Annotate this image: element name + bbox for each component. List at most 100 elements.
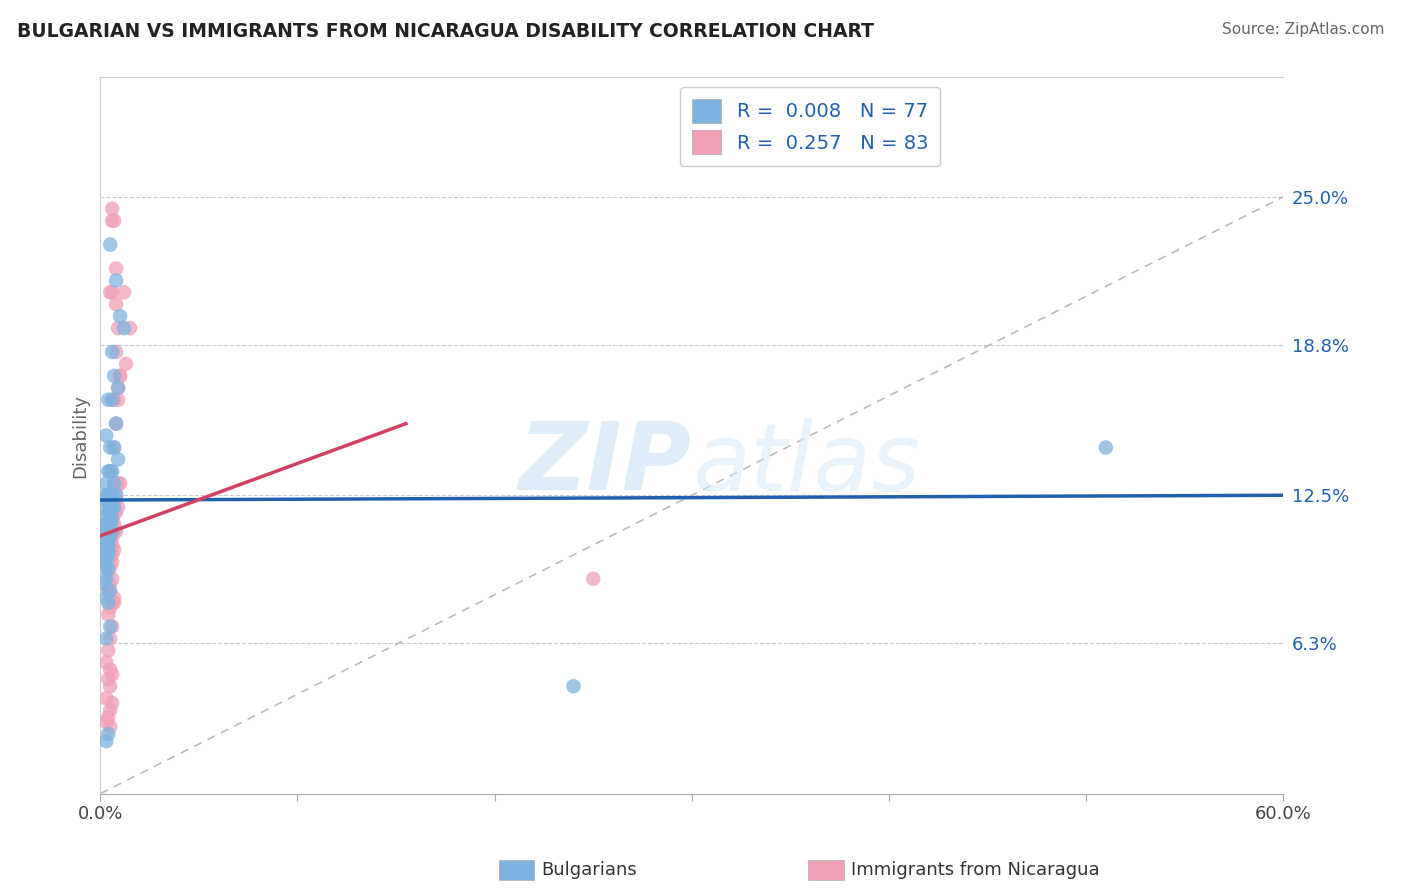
Point xyxy=(105,261,128,276)
Point xyxy=(97,533,120,548)
Point xyxy=(582,572,605,586)
Point xyxy=(103,441,125,455)
Point xyxy=(98,703,121,717)
Point xyxy=(101,202,124,216)
Point xyxy=(96,533,118,548)
Point xyxy=(101,512,124,526)
Point xyxy=(98,663,121,677)
Point xyxy=(118,321,141,335)
Point xyxy=(98,505,121,519)
Point xyxy=(105,488,128,502)
Point xyxy=(93,529,115,543)
Point xyxy=(115,357,138,371)
Point xyxy=(96,548,118,562)
Point xyxy=(101,524,124,538)
Point xyxy=(103,392,125,407)
Point xyxy=(101,516,124,531)
Point xyxy=(93,536,115,550)
Y-axis label: Disability: Disability xyxy=(72,393,89,477)
Point xyxy=(101,464,124,478)
Point xyxy=(101,488,124,502)
Point xyxy=(101,619,124,633)
Point xyxy=(97,505,120,519)
Point xyxy=(98,529,121,543)
Point xyxy=(97,710,120,724)
Point xyxy=(98,464,121,478)
Point xyxy=(103,591,125,605)
Point xyxy=(97,533,120,548)
Point xyxy=(97,562,120,576)
Point xyxy=(98,531,121,545)
Point xyxy=(107,476,129,491)
Point xyxy=(98,576,121,591)
Point xyxy=(98,516,121,531)
Point xyxy=(96,734,118,748)
Point xyxy=(105,505,128,519)
Point xyxy=(103,516,125,531)
Point xyxy=(101,572,124,586)
Point xyxy=(97,516,120,531)
Point xyxy=(97,493,120,508)
Point xyxy=(97,565,120,579)
Point xyxy=(98,488,121,502)
Point xyxy=(96,632,118,646)
Point xyxy=(98,583,121,598)
Point xyxy=(1094,441,1116,455)
Point xyxy=(98,441,121,455)
Point xyxy=(103,524,125,538)
Point xyxy=(93,512,115,526)
Point xyxy=(93,576,115,591)
Point xyxy=(97,519,120,533)
Point xyxy=(108,309,131,323)
Point xyxy=(105,524,128,538)
Point xyxy=(98,538,121,552)
Point xyxy=(97,529,120,543)
Point xyxy=(96,656,118,670)
Point xyxy=(98,632,121,646)
Point xyxy=(96,552,118,566)
Point xyxy=(108,368,131,383)
Point xyxy=(93,548,115,562)
Point xyxy=(103,481,125,495)
Point xyxy=(103,500,125,515)
Point xyxy=(98,524,121,538)
Point xyxy=(98,509,121,524)
Point xyxy=(107,381,129,395)
Point xyxy=(101,696,124,710)
Point xyxy=(107,381,129,395)
Point xyxy=(101,509,124,524)
Point xyxy=(96,428,118,442)
Point xyxy=(98,285,121,300)
Point xyxy=(97,552,120,566)
Point xyxy=(96,543,118,558)
Point xyxy=(97,727,120,741)
Point xyxy=(103,476,125,491)
Point xyxy=(101,213,124,227)
Point xyxy=(97,583,120,598)
Point xyxy=(98,560,121,574)
Point xyxy=(98,237,121,252)
Text: ZIP: ZIP xyxy=(519,418,692,510)
Point xyxy=(101,392,124,407)
Point xyxy=(96,691,118,706)
Point xyxy=(112,285,135,300)
Point xyxy=(103,441,125,455)
Point xyxy=(97,607,120,622)
Point xyxy=(101,524,124,538)
Point xyxy=(562,679,585,693)
Point xyxy=(101,285,124,300)
Point xyxy=(105,273,128,287)
Point xyxy=(97,488,120,502)
Point xyxy=(101,548,124,562)
Point xyxy=(101,667,124,681)
Point xyxy=(101,488,124,502)
Point xyxy=(97,548,120,562)
Point xyxy=(101,596,124,610)
Point xyxy=(103,596,125,610)
Point xyxy=(108,476,131,491)
Point xyxy=(96,714,118,729)
Point xyxy=(103,368,125,383)
Point xyxy=(101,538,124,552)
Point xyxy=(103,495,125,509)
Legend: R =  0.008   N = 77, R =  0.257   N = 83: R = 0.008 N = 77, R = 0.257 N = 83 xyxy=(681,87,939,166)
